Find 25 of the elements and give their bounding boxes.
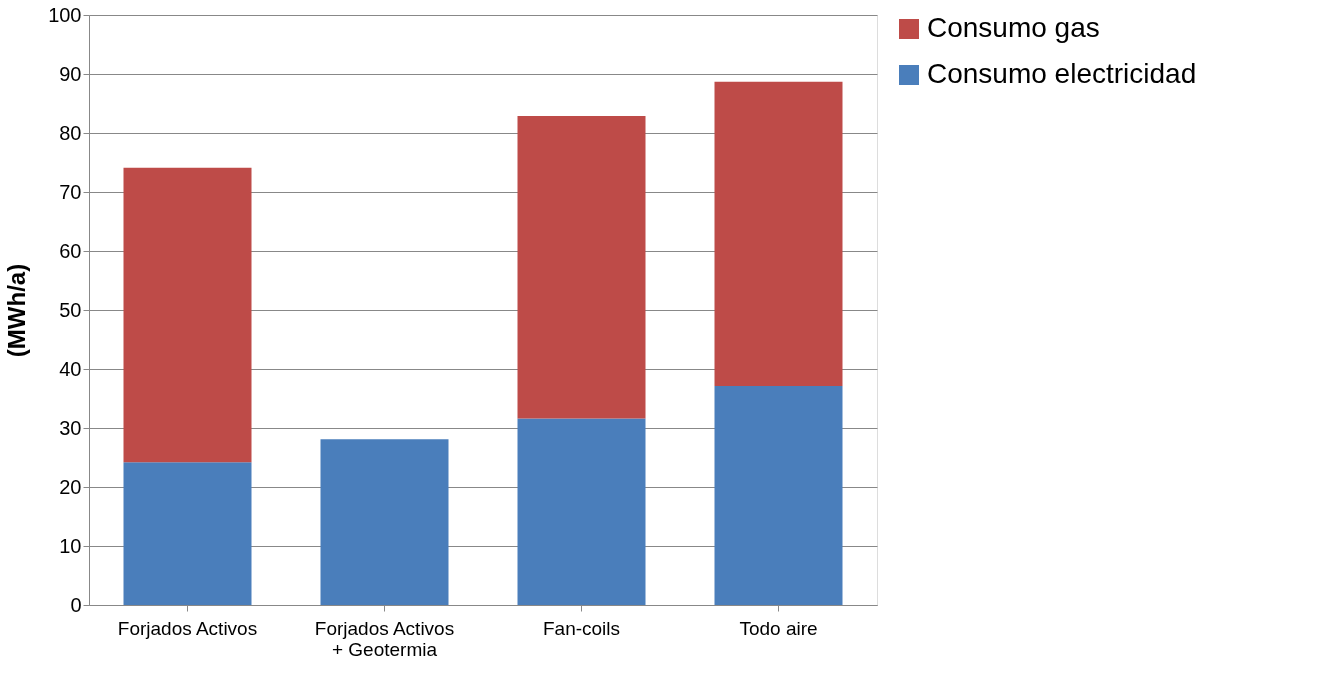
x-tick-label: Todo aire — [739, 617, 818, 639]
y-tick-label: 100 — [48, 3, 82, 26]
bar — [123, 462, 252, 605]
y-tick-label: 30 — [59, 416, 82, 439]
y-tick-label: 0 — [70, 593, 82, 616]
y-tick-label: 50 — [59, 298, 82, 321]
x-tick-label: Fan-coils — [542, 617, 621, 639]
bar — [714, 386, 843, 605]
y-tick-label: 80 — [59, 121, 82, 144]
x-tick-label: Forjados Activos + Geotermia — [314, 617, 455, 660]
bar — [320, 439, 449, 605]
y-tick-label: 40 — [59, 357, 82, 380]
x-tick-label: Forjados Activos — [117, 617, 258, 639]
bar — [517, 418, 646, 605]
legend-label: Consumo electricidad — [927, 58, 1197, 89]
bar — [123, 167, 252, 463]
y-tick-label: 90 — [59, 62, 82, 85]
legend-label: Consumo gas — [927, 12, 1100, 43]
y-tick-label: 60 — [59, 239, 82, 262]
y-tick-label: 10 — [59, 534, 82, 557]
y-axis-title: (MWh/a) — [3, 263, 31, 358]
bar — [517, 115, 646, 419]
y-tick-label: 20 — [59, 475, 82, 498]
y-tick-label: 70 — [59, 180, 82, 203]
bar — [714, 81, 843, 387]
